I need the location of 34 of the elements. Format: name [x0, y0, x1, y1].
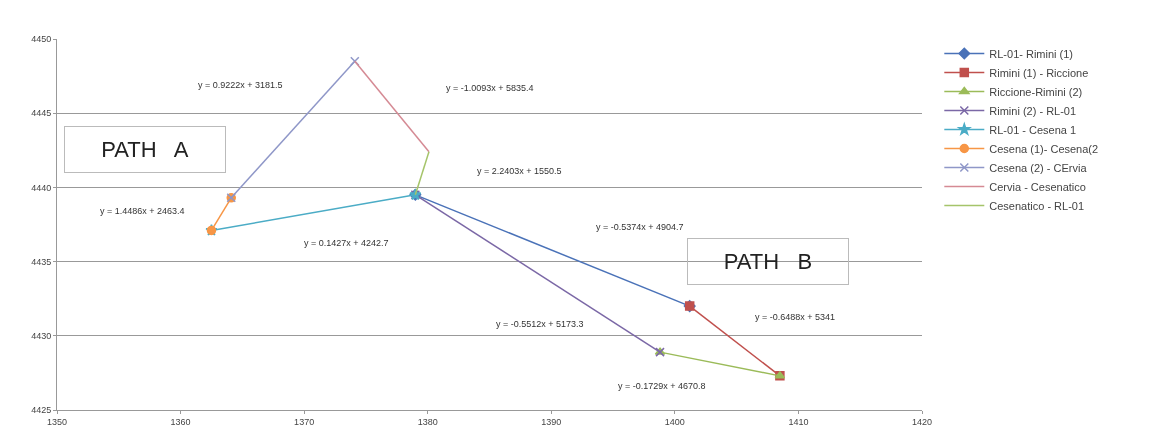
y-tick-label: 4440	[31, 182, 52, 193]
y-tick-label: 4445	[31, 108, 52, 119]
annotation: y = 1.4486x + 2463.4	[100, 206, 185, 216]
x-tick-label: 1350	[46, 416, 68, 427]
legend-label: RL-01- Rimini (1)	[989, 47, 1074, 60]
annotation: PATH B	[723, 249, 813, 274]
x-tick-label: 1420	[911, 416, 933, 427]
y-tick-label: 4435	[31, 256, 52, 267]
annotation: y = 2.2403x + 1550.5	[477, 166, 562, 176]
annotation: y = 0.9222x + 3181.5	[198, 80, 283, 90]
x-tick-label: 1400	[664, 416, 685, 427]
y-tick-label: 4450	[31, 34, 52, 45]
annotation: y = -1.0093x + 5835.4	[446, 83, 534, 93]
x-tick-label: 1390	[541, 416, 562, 427]
legend-label: Rimini (2) - RL-01	[989, 104, 1077, 117]
legend-label: Rimini (1) - Riccione	[989, 66, 1089, 79]
legend-label: Riccione-Rimini (2)	[989, 85, 1083, 98]
annotation: y = -0.1729x + 4670.8	[618, 381, 706, 391]
annotation: y = -0.6488x + 5341	[755, 312, 836, 322]
annotation: y = 0.1427x + 4242.7	[304, 238, 389, 248]
legend-label: Cesena (1)- Cesena(2	[989, 142, 1099, 155]
annotation: y = -0.5512x + 5173.3	[496, 319, 584, 329]
legend-label: Cervia - Cesenatico	[989, 180, 1086, 193]
x-tick-label: 1360	[170, 416, 191, 427]
x-tick-label: 1370	[294, 416, 315, 427]
legend-label: RL-01 - Cesena 1	[989, 123, 1077, 136]
legend-label: Cesena (2) - CErvia	[989, 161, 1088, 174]
legend-label: Cesenatico - RL-01	[989, 199, 1085, 212]
annotation: PATH A	[101, 137, 189, 162]
x-tick-label: 1380	[417, 416, 438, 427]
y-tick-label: 4430	[31, 330, 52, 341]
y-tick-label: 4425	[31, 405, 52, 416]
annotation: y = -0.5374x + 4904.7	[596, 222, 684, 232]
x-tick-label: 1410	[788, 416, 809, 427]
